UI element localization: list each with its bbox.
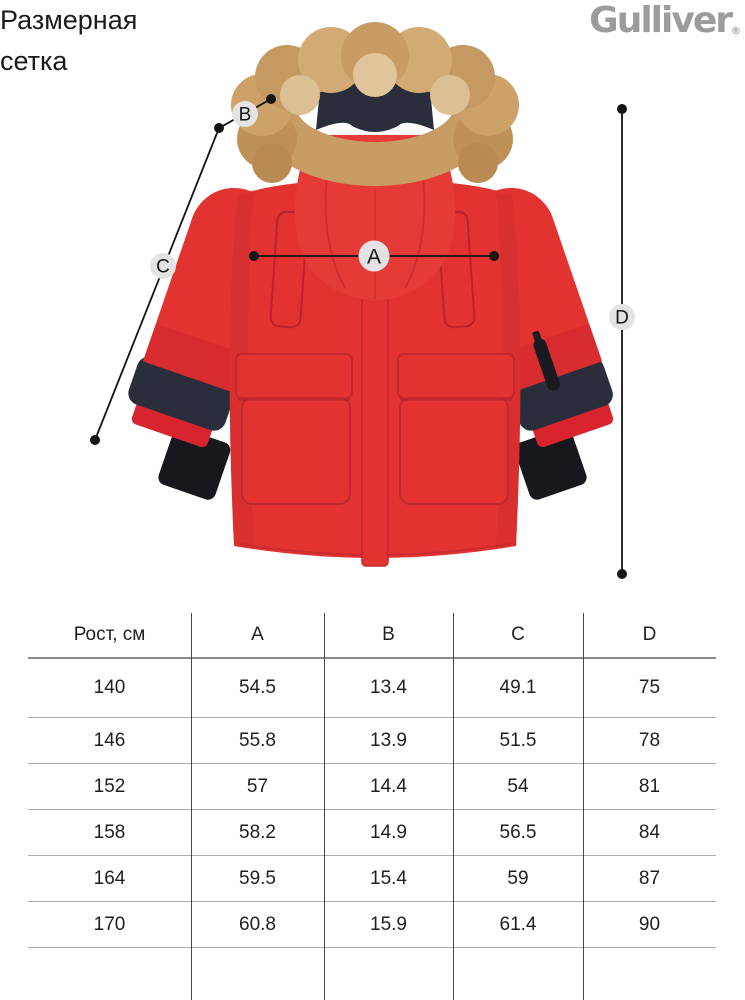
measure-cell: 51.5 (499, 729, 537, 751)
table-row: 140 54.5 13.4 49.1 75 (28, 659, 716, 718)
left-cuff-navy (128, 356, 235, 431)
right-cuff-navy (510, 358, 613, 431)
label-B: B (239, 105, 252, 126)
measure-cell: 55.8 (239, 729, 276, 751)
height-cell: 146 (93, 729, 126, 751)
measure-cell: 58.2 (239, 821, 276, 843)
header-cell: Рост, см (73, 624, 146, 645)
measure-cell: 13.9 (370, 729, 407, 751)
measure-line-C (94, 127, 220, 441)
header-cell: B (382, 624, 395, 645)
label-D: D (615, 308, 629, 329)
height-cell: 152 (93, 775, 126, 797)
table-row: 164 59.5 15.4 59 87 (28, 856, 716, 902)
jacket-diagram: A B C D (90, 22, 635, 579)
table-row: 158 58.2 14.9 56.5 84 (28, 810, 716, 856)
measure-cell: 84 (638, 821, 661, 843)
measure-cell: 13.4 (370, 677, 407, 698)
measure-cell: 49.1 (499, 677, 537, 698)
header-cell: D (642, 624, 657, 645)
measurement-dots (90, 94, 627, 579)
table-row: 170 60.8 15.9 61.4 90 (28, 902, 716, 948)
column-divider (583, 613, 584, 1000)
measure-cell: 14.9 (370, 821, 407, 843)
page-title: Размерная сетка (0, 0, 260, 82)
measure-cell: 14.4 (370, 775, 407, 797)
column-divider (453, 613, 454, 1000)
size-table: Рост, см A B C D 140 54.5 13.4 49.1 75 146 55.8 13.… (28, 613, 716, 1000)
height-cell: 170 (93, 913, 126, 935)
page-title-line1: Размерная (0, 5, 138, 35)
brand-logo: Gulliver® (589, 0, 741, 41)
measure-cell: 75 (638, 677, 661, 698)
measure-cell: 90 (638, 913, 661, 935)
measure-cell: 15.4 (370, 867, 407, 889)
height-cell: 158 (93, 821, 126, 843)
measure-cell: 56.5 (499, 821, 537, 843)
column-divider (191, 613, 192, 1000)
cargo-pockets (235, 353, 515, 505)
measure-cell: 61.4 (499, 913, 537, 935)
column-divider (324, 613, 325, 1000)
measure-cell: 59.5 (239, 867, 276, 889)
table-row: 152 57 14.4 54 81 (28, 764, 716, 810)
measure-cell: 15.9 (370, 913, 407, 935)
page-title-line2: сетка (0, 46, 68, 76)
registered-trademark-icon: ® (731, 26, 741, 37)
table-header-row: Рост, см A B C D (28, 613, 716, 659)
label-C: C (156, 257, 170, 278)
measurement-labels: A B C D (150, 101, 635, 330)
measure-cell: 87 (638, 867, 661, 889)
measure-cell: 60.8 (239, 913, 276, 935)
measure-cell: 57 (246, 775, 269, 797)
measure-cell: 54.5 (239, 677, 276, 698)
label-A: A (367, 246, 381, 269)
left-chest-pocket (269, 210, 309, 329)
measure-cell: 54 (507, 775, 529, 797)
brand-name: Gulliver (589, 0, 733, 41)
header-cell: C (511, 624, 525, 645)
table-row: 146 55.8 13.9 51.5 78 (28, 718, 716, 764)
measure-cell: 81 (638, 775, 661, 797)
measure-cell: 78 (638, 729, 661, 751)
jacket-illustration (128, 22, 614, 567)
measure-cell: 59 (507, 867, 529, 889)
height-cell: 140 (93, 677, 126, 698)
sleeve-zipper (533, 338, 560, 391)
table-body: 140 54.5 13.4 49.1 75 146 55.8 13.9 51.5 78 152 57 1… (28, 659, 716, 948)
height-cell: 164 (93, 867, 126, 889)
header-cell: A (251, 624, 264, 645)
